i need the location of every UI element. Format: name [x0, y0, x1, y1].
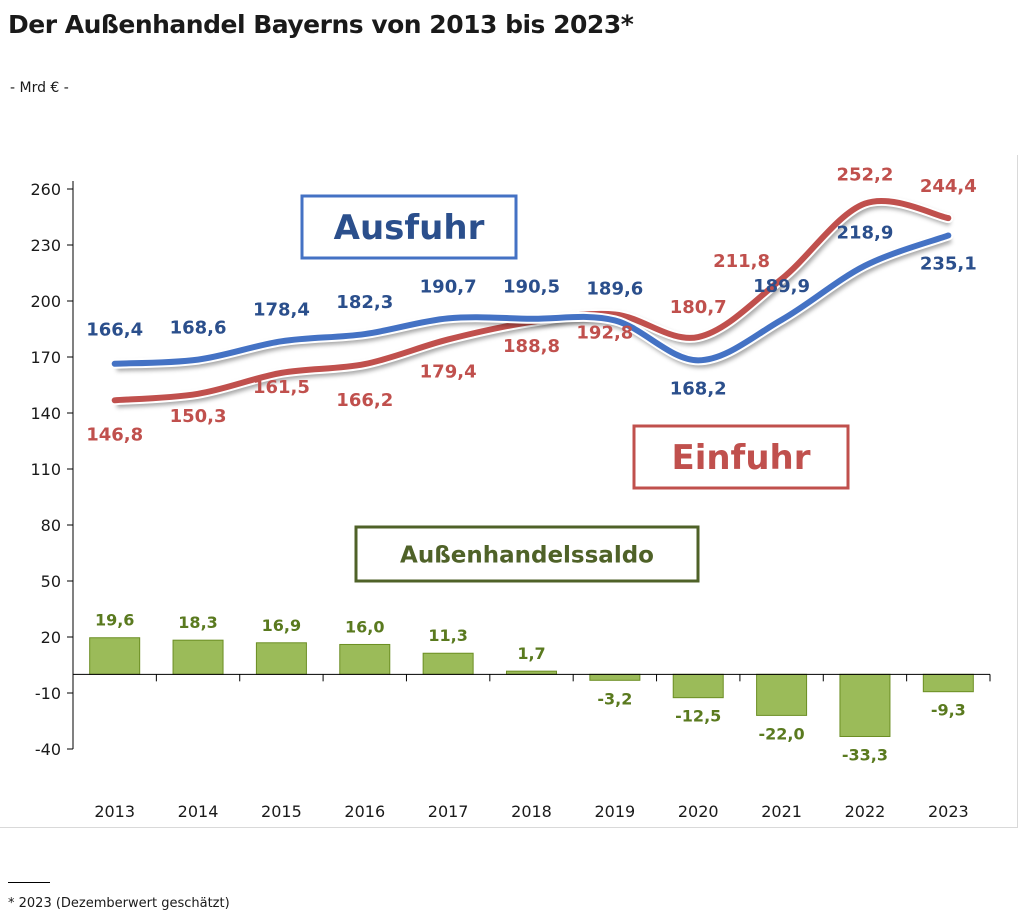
legend-balance-box — [354, 525, 700, 583]
unit-label: - Mrd € - — [10, 80, 69, 96]
x-tick-label: 2022 — [845, 802, 886, 821]
x-tick-label: 2021 — [761, 802, 802, 821]
import-label: 146,8 — [86, 424, 143, 445]
balance-label: 19,6 — [95, 611, 134, 630]
chart-area: 260 230 200 170 140 110 80 50 20 -10 -40 2013 2014 20… — [0, 155, 1018, 828]
export-label: 218,9 — [836, 223, 893, 244]
balance-bar — [672, 673, 724, 699]
chart-title: Der Außenhandel Bayerns von 2013 bis 202… — [8, 10, 634, 39]
balance-label: -3,2 — [597, 689, 632, 708]
x-tick-label: 2018 — [511, 802, 552, 821]
chart-svg: 260 230 200 170 140 110 80 50 20 -10 -40 2013 2014 20… — [30, 165, 991, 821]
import-label: 150,3 — [170, 406, 227, 427]
x-tick-label: 2017 — [428, 802, 469, 821]
import-label: 192,8 — [576, 322, 633, 343]
y-tick-label: 230 — [30, 236, 61, 255]
footnote-rule — [8, 882, 50, 883]
legend-export-box — [300, 194, 518, 260]
y-tick-label: -10 — [35, 684, 61, 703]
y-tick-label: -40 — [35, 740, 61, 759]
balance-bar — [756, 673, 808, 716]
export-label: 189,9 — [753, 276, 810, 297]
export-label: 189,6 — [586, 278, 643, 299]
y-tick-label: 200 — [30, 292, 61, 311]
export-label: 168,6 — [170, 318, 227, 339]
import-label: 252,2 — [836, 165, 893, 186]
legend-export: Ausfuhr — [334, 208, 485, 248]
balance-bar — [589, 673, 641, 681]
y-tick-label: 110 — [30, 460, 61, 479]
import-label: 161,5 — [253, 377, 310, 398]
y-tick-label: 170 — [30, 348, 61, 367]
import-label: 211,8 — [713, 251, 770, 272]
y-tick-label: 80 — [41, 516, 61, 535]
legend-balance: Außenhandelssaldo — [400, 542, 654, 568]
balance-label: -9,3 — [931, 701, 966, 720]
balance-label: 18,3 — [178, 613, 217, 632]
export-label: 168,2 — [670, 378, 727, 399]
balance-label: 16,0 — [345, 617, 384, 636]
import-label: 244,4 — [920, 176, 977, 197]
y-tick-label: 50 — [41, 572, 61, 591]
export-label: 178,4 — [253, 299, 310, 320]
footnote: * 2023 (Dezemberwert geschätzt) — [8, 896, 230, 911]
x-tick-label: 2020 — [678, 802, 719, 821]
legend-import-box — [632, 424, 850, 490]
import-label: 188,8 — [503, 336, 560, 357]
balance-bar — [172, 639, 224, 675]
export-label: 182,3 — [336, 292, 393, 313]
balance-label: -12,5 — [675, 707, 721, 726]
import-label: 179,4 — [420, 361, 477, 382]
balance-label: -22,0 — [759, 724, 805, 743]
x-tick-label: 2023 — [928, 802, 969, 821]
balance-label: 16,9 — [262, 616, 301, 635]
export-label: 190,7 — [420, 276, 477, 297]
balance-bar — [422, 652, 474, 675]
balance-bar — [255, 642, 307, 675]
balance-label: 11,3 — [428, 626, 467, 645]
balance-bar — [839, 673, 891, 737]
balance-bar — [339, 643, 391, 675]
x-tick-label: 2013 — [94, 802, 135, 821]
x-tick-label: 2015 — [261, 802, 302, 821]
balance-bar — [89, 637, 141, 675]
export-label: 166,4 — [86, 320, 143, 341]
legend-import: Einfuhr — [671, 438, 810, 478]
balance-label: -33,3 — [842, 745, 888, 764]
x-tick-label: 2019 — [595, 802, 636, 821]
export-line — [111, 232, 952, 367]
x-tick-label: 2016 — [344, 802, 385, 821]
x-tick-label: 2014 — [178, 802, 219, 821]
y-tick-label: 20 — [41, 628, 61, 647]
balance-bar — [922, 673, 974, 693]
import-label: 166,2 — [336, 390, 393, 411]
y-tick-label: 140 — [30, 404, 61, 423]
export-label: 235,1 — [920, 253, 977, 274]
export-label: 190,5 — [503, 277, 560, 298]
balance-label: 1,7 — [517, 644, 545, 663]
y-tick-label: 260 — [30, 180, 61, 199]
import-label: 180,7 — [670, 297, 727, 318]
